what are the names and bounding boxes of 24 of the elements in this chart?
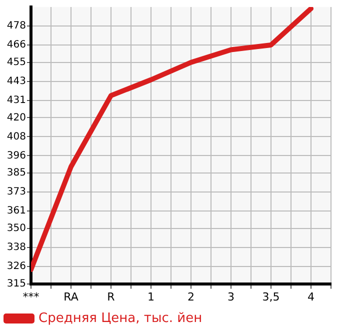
x-tick-label: *** — [22, 290, 40, 304]
x-tick-label: 1 — [148, 290, 154, 304]
y-tick-label: 396 — [6, 150, 26, 162]
y-tick-label: 326 — [6, 260, 26, 272]
legend-label: Средняя Цена, тыс. йен — [38, 310, 202, 326]
y-tick-label: 373 — [6, 186, 26, 198]
y-tick-label: 478 — [6, 20, 26, 32]
y-tick-label: 385 — [6, 168, 26, 179]
y-tick-label: 361 — [6, 206, 26, 217]
y-tick-label: 431 — [6, 94, 26, 106]
y-tick-label: 443 — [6, 76, 26, 87]
x-tick-label: 4 — [308, 290, 314, 304]
y-tick-label: 350 — [6, 223, 26, 234]
x-tick-label: RA — [64, 290, 79, 304]
x-tick-label: 3 — [228, 290, 234, 304]
x-tick-label: 2 — [188, 290, 194, 304]
y-tick-label: 455 — [6, 56, 26, 68]
y-tick-label: 315 — [6, 278, 26, 290]
y-tick-label: 408 — [6, 131, 26, 142]
y-tick-label: 466 — [6, 40, 26, 51]
y-tick-label: 420 — [6, 112, 26, 124]
x-tick-label: R — [107, 290, 116, 304]
y-tick-label: 338 — [6, 242, 26, 254]
x-tick-label: 3,5 — [262, 290, 280, 304]
